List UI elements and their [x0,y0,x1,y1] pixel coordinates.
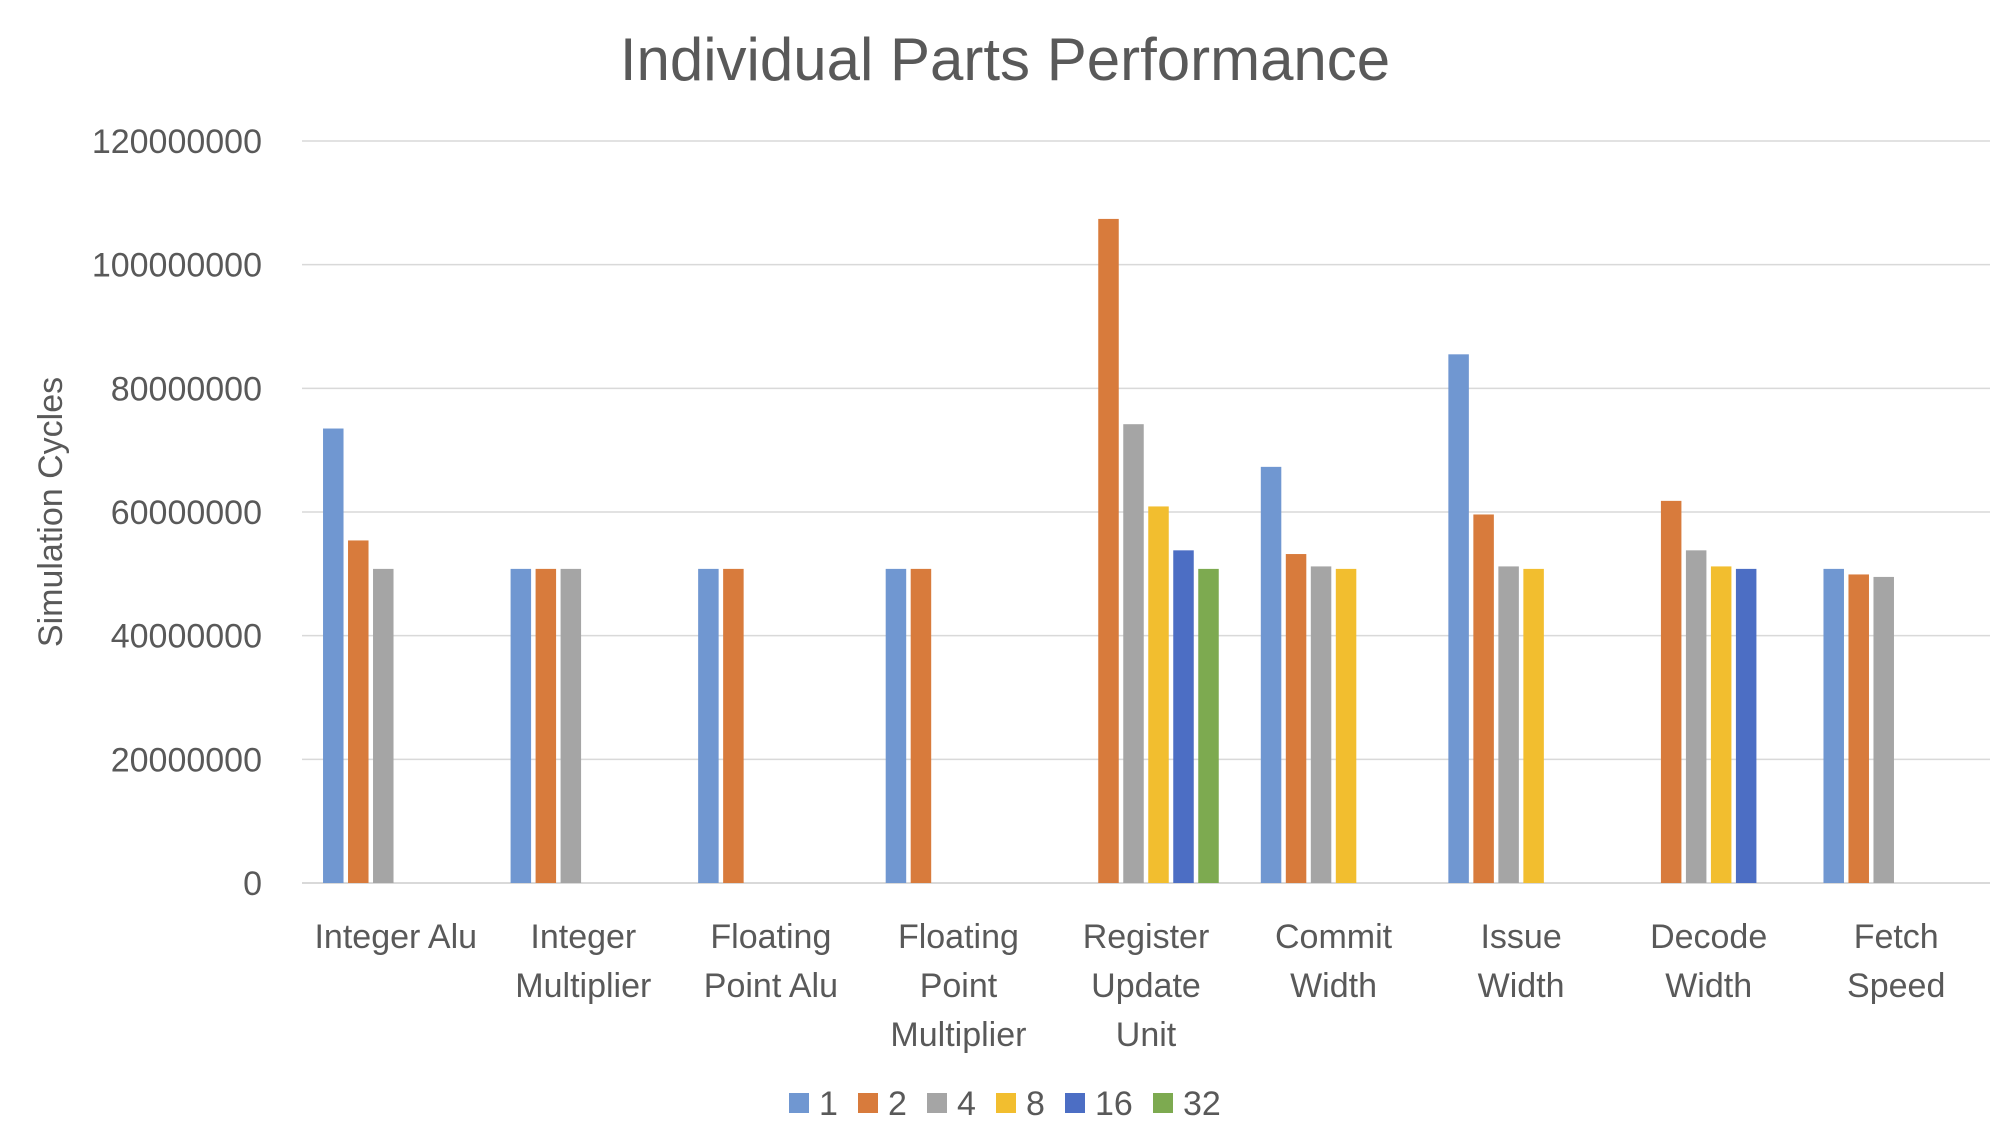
bar-2 [1660,500,1682,883]
bar-2 [1285,554,1307,883]
bar-1 [698,568,719,883]
y-tick-label: 20000000 [111,741,262,779]
bars [323,218,1894,883]
legend: 1 2 4 8 16 32 [789,1085,1221,1123]
bar-4 [373,568,394,883]
bar-8 [1710,566,1732,883]
bar-8 [1523,568,1544,883]
legend-swatch-2 [858,1093,878,1113]
bar-1 [510,568,532,883]
y-tick-label: 60000000 [111,494,262,532]
bar-2 [723,568,744,883]
bar-4 [1685,550,1707,883]
bar-1 [1448,354,1469,883]
bar-1 [1823,568,1844,883]
bar-8 [1335,568,1357,883]
y-axis-label: Simulation Cycles [32,377,70,647]
x-category-label: Floating Point Alu [704,918,838,1005]
legend-label-1: 1 [819,1085,838,1123]
y-tick-label: 120000000 [92,123,262,161]
y-tick-label: 40000000 [111,618,262,656]
bar-1 [1260,466,1282,883]
legend-swatch-4 [927,1093,947,1113]
bar-2 [1848,574,1869,883]
legend-label-2: 2 [888,1085,907,1123]
y-tick-label: 0 [243,865,262,903]
bar-4 [1123,424,1144,883]
legend-swatch-32 [1153,1093,1173,1113]
x-category-label: Integer Multiplier [515,918,651,1005]
bar-4 [560,568,582,883]
x-category-label: Integer Alu [314,918,477,956]
x-category-label: Commit Width [1275,918,1393,1005]
x-category-label: Fetch Speed [1847,918,1945,1005]
legend-label-8: 8 [1026,1085,1045,1123]
bar-2 [1098,218,1119,883]
bar-2 [910,568,932,883]
bar-1 [885,568,907,883]
y-axis-ticks: 0 20000000 40000000 60000000 80000000 1000000… [92,123,262,903]
gridlines [302,140,1990,884]
bar-2 [535,568,557,883]
x-axis-categories: Integer Alu Integer Multiplier Floating Poin… [314,918,1945,1054]
x-category-label: Issue Width [1478,918,1565,1005]
bar-16 [1173,550,1194,883]
bar-32 [1198,568,1219,883]
chart-title: Individual Parts Performance [620,26,1390,93]
x-category-label: Floating Point Multiplier [890,918,1026,1054]
legend-swatch-1 [789,1093,809,1113]
x-category-label: Decode Width [1650,918,1767,1005]
bar-4 [1873,576,1894,883]
bar-2 [348,540,369,883]
legend-label-32: 32 [1183,1085,1221,1123]
y-tick-label: 80000000 [111,370,262,408]
legend-label-16: 16 [1095,1085,1133,1123]
legend-swatch-16 [1065,1093,1085,1113]
bar-16 [1735,568,1757,883]
bar-1 [323,428,344,883]
y-tick-label: 100000000 [92,247,262,285]
bar-8 [1148,506,1169,883]
bar-4 [1310,566,1332,883]
x-category-label: Register Update Unit [1083,918,1210,1054]
bar-4 [1498,566,1519,883]
legend-label-4: 4 [957,1085,976,1123]
legend-swatch-8 [996,1093,1016,1113]
bar-2 [1473,514,1494,883]
